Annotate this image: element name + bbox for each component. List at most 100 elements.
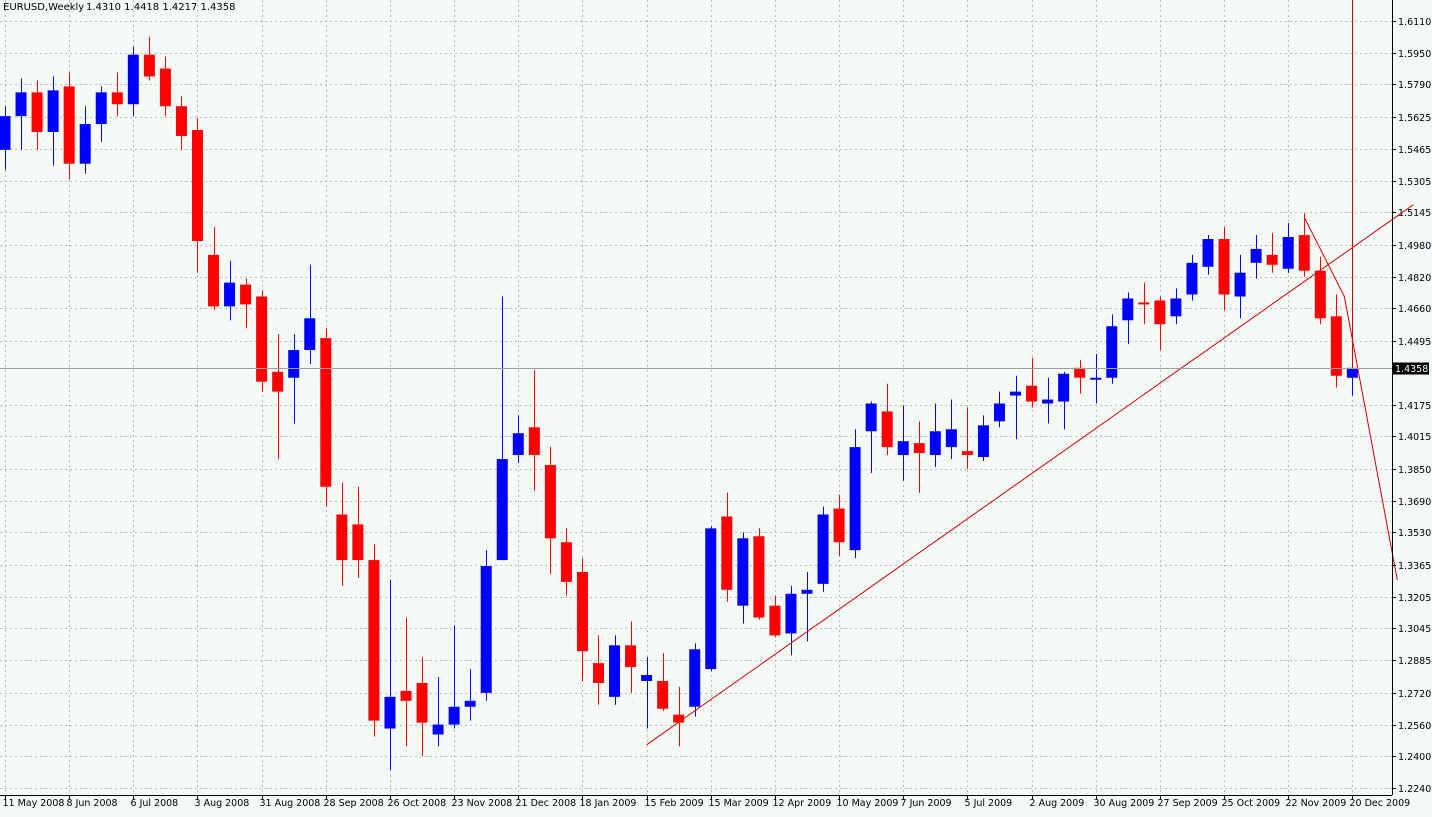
bullish-candle-body [464,700,476,707]
x-tick-label: 7 Jun 2009 [901,798,952,809]
x-tick-label: 2 Aug 2009 [1030,798,1085,809]
x-tick-label: 28 Sep 2008 [324,798,384,809]
y-tick-label: 1.2400 [1398,752,1431,763]
bullish-candle-body [897,441,909,456]
bullish-candle-body [448,706,460,725]
bearish-candle-body [753,536,765,618]
y-tick-label: 1.4660 [1398,304,1431,315]
current-price-tag [1393,362,1429,375]
trendlines-layer [0,0,1414,746]
bearish-candle-body [1074,367,1086,378]
bearish-candle-body [544,464,556,539]
bullish-candle-body [929,431,941,456]
y-tick-label: 1.5950 [1398,49,1431,60]
bearish-candle-body [913,443,925,454]
bearish-candle-body [576,571,588,652]
bearish-candle-body [320,338,332,487]
chart-title: EURUSD,Weekly [3,2,84,13]
bullish-candle-body [288,349,300,378]
bearish-candle-body [256,296,268,382]
bearish-candle-body [416,682,428,723]
bearish-candle-body [560,542,572,582]
y-tick-label: 1.4820 [1398,273,1431,284]
chart-ohlc-readout: 1.4310 1.4418 1.4217 1.4358 [86,2,236,13]
bullish-candle-body [384,696,396,729]
bearish-candle-body [1218,239,1230,295]
bullish-candle-body [1090,377,1102,380]
bearish-candle-body [143,54,155,77]
x-tick-label: 15 Feb 2009 [645,798,704,809]
bullish-candle-body [47,90,59,132]
bullish-candle-body [1170,298,1182,317]
bullish-candle-body [127,54,139,105]
bullish-candle-body [1234,272,1246,297]
bullish-candle-body [1186,262,1198,295]
bullish-candle-body [1202,239,1214,267]
bearish-candle-body [528,427,540,456]
bullish-candle-body [224,282,236,307]
bullish-candle-body [705,528,717,670]
y-tick-label: 1.4175 [1398,401,1431,412]
bullish-candle-body [737,538,749,606]
y-tick-label: 1.3690 [1398,497,1431,508]
bearish-candle-body [721,516,733,590]
bearish-candle-body [1314,270,1326,319]
bearish-candle-body [1154,300,1166,325]
y-tick-label: 1.3365 [1398,561,1431,572]
bullish-candle-body [993,403,1005,422]
bearish-candle-body [175,106,187,136]
bearish-candle-body [1330,316,1342,376]
x-tick-label: 6 Jul 2008 [131,798,179,809]
y-tick-label: 1.6110 [1398,17,1431,28]
trendline [1303,216,1345,297]
x-tick-label: 8 Jun 2008 [67,798,118,809]
bearish-candle-body [833,508,845,543]
bullish-candle-body [1250,248,1262,263]
bearish-candle-body [961,451,973,456]
current-price-label: 1.4358 [1395,364,1428,375]
bearish-candle-body [657,680,669,709]
bearish-candle-body [592,663,604,683]
bullish-candle-body [817,514,829,584]
bullish-candle-body [480,566,492,693]
bullish-candle-body [496,459,508,561]
x-tick-label: 31 Aug 2008 [260,798,321,809]
bearish-candle-body [352,524,364,561]
y-tick-label: 1.5145 [1398,208,1431,219]
bullish-candle-body [1106,326,1118,378]
bearish-candle-body [272,371,284,392]
y-tick-label: 1.5625 [1398,113,1431,124]
x-tick-label: 18 Jan 2009 [580,798,637,809]
x-tick-label: 12 Apr 2009 [773,798,832,809]
x-tick-label: 15 Mar 2009 [709,798,769,809]
bullish-candle-body [95,92,107,125]
x-tick-label: 26 Oct 2008 [388,798,447,809]
bullish-candle-body [1122,298,1134,321]
y-tick-label: 1.5465 [1398,145,1431,156]
bullish-candle-body [0,116,11,150]
bullish-candle-body [785,593,797,634]
bullish-candle-body [977,425,989,458]
bearish-candle-body [336,514,348,561]
bullish-candle-body [801,589,813,594]
bearish-candle-body [208,254,220,307]
x-tick-label: 11 May 2008 [3,798,65,809]
bearish-candle-body [240,284,252,305]
y-tick-label: 1.2560 [1398,721,1431,732]
bearish-candle-body [368,560,380,721]
bullish-candle-body [1282,237,1294,269]
y-tick-label: 1.3530 [1398,528,1431,539]
x-tick-label: 23 Nov 2008 [452,798,513,809]
x-tick-label: 10 May 2009 [837,798,899,809]
y-tick-label: 1.2720 [1398,689,1431,700]
y-tick-label: 1.5790 [1398,80,1431,91]
bullish-candle-body [79,124,91,164]
bullish-candle-body [609,645,621,697]
bullish-candle-body [945,429,957,448]
bearish-candle-body [625,645,637,668]
bullish-candle-body [1010,391,1022,396]
